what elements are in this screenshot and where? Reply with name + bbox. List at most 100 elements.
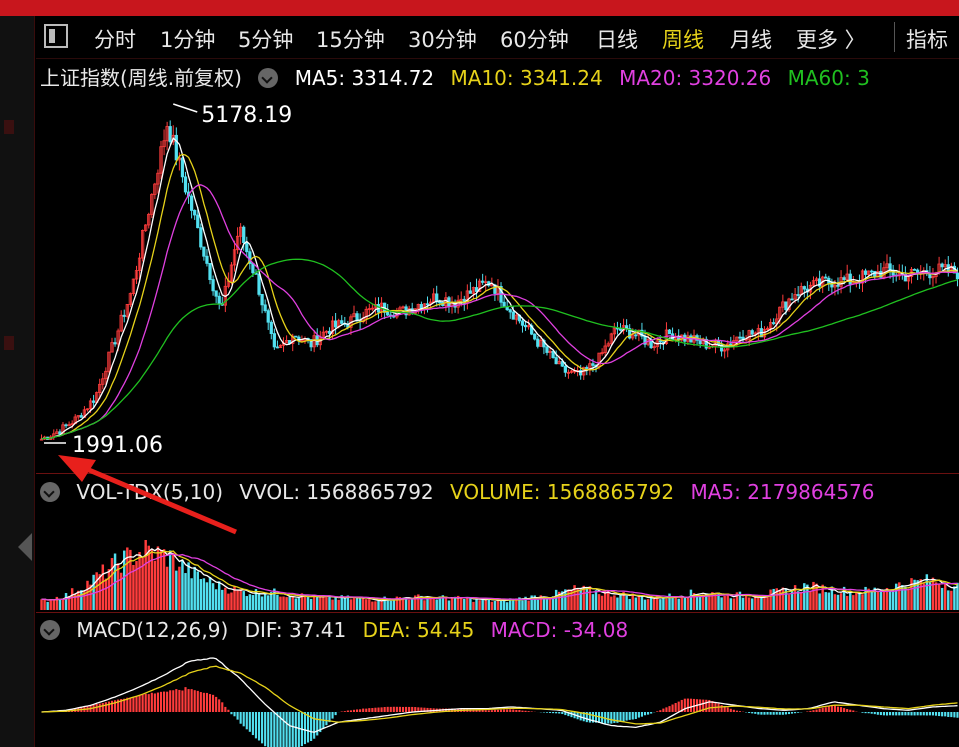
period-tab-day[interactable]: 日线 <box>596 28 638 52</box>
volume-bar <box>815 583 818 610</box>
volume-bar <box>116 563 120 610</box>
candle-body <box>536 338 540 347</box>
volume-bar <box>821 584 824 610</box>
candle-body <box>144 224 148 231</box>
volume-bar <box>631 593 634 610</box>
ma20-line <box>41 184 958 440</box>
volume-bar <box>521 600 524 610</box>
volume-bar <box>175 570 178 610</box>
candle-body <box>257 273 261 295</box>
volume-bar <box>524 596 527 610</box>
candle-body <box>266 310 270 323</box>
volume-bar <box>410 599 414 610</box>
volume-bar <box>876 591 880 610</box>
volume-bar <box>119 572 123 610</box>
volume-bar <box>288 596 291 610</box>
volume-title: VOL-TDX(5,10) <box>76 480 224 504</box>
candle-body <box>768 322 773 329</box>
volume-bar <box>527 600 530 610</box>
volume-bar <box>671 596 674 610</box>
period-tab-1min[interactable]: 1分钟 <box>160 28 216 52</box>
volume-bar <box>809 591 812 610</box>
volume-bar <box>659 599 662 610</box>
panel-toggle-icon[interactable] <box>44 24 68 48</box>
volume-bar <box>107 569 111 610</box>
volume-bar <box>469 597 472 610</box>
main-dropdown-icon[interactable] <box>258 68 279 88</box>
volume-bar <box>542 598 546 610</box>
volume-bar <box>236 589 239 610</box>
volume-bar <box>184 573 187 610</box>
volume-bar <box>343 598 347 610</box>
volume-bar <box>159 550 163 610</box>
volume-bar <box>640 596 644 610</box>
volume-bar <box>493 600 497 610</box>
candle-body <box>190 195 194 211</box>
candle-body <box>333 320 338 328</box>
volume-bar <box>656 594 659 610</box>
volume-bar <box>168 550 172 610</box>
candle-body <box>88 400 93 410</box>
volume-bar <box>796 591 800 610</box>
high-label: 5178.19 <box>201 103 292 128</box>
candle-body <box>628 328 632 339</box>
period-tab-fenshi[interactable]: 分时 <box>94 28 136 52</box>
volume-bar <box>257 594 261 610</box>
candle-body <box>772 322 776 325</box>
period-tab-week[interactable]: 周线 <box>662 28 704 52</box>
candle-body <box>309 339 313 348</box>
candle-body <box>162 140 166 148</box>
period-tab-30min[interactable]: 30分钟 <box>408 28 477 52</box>
candle-body <box>867 270 871 275</box>
volume-bar <box>705 593 708 610</box>
candle-body <box>147 213 151 226</box>
candle-body <box>863 270 868 275</box>
volume-bar <box>309 598 313 610</box>
volume-bar <box>818 593 821 610</box>
period-tab-month[interactable]: 月线 <box>730 28 772 52</box>
volume-bar <box>129 549 132 610</box>
volume-bar <box>162 549 166 610</box>
volume-bar <box>392 600 396 610</box>
candle-body <box>790 298 794 301</box>
volume-dropdown-icon[interactable] <box>40 482 60 502</box>
volume-bar <box>306 596 310 610</box>
volume-bar <box>885 587 889 610</box>
volume-bar <box>554 589 558 610</box>
volume-bar <box>190 578 193 610</box>
volume-bar <box>205 582 209 610</box>
volume-bar <box>515 598 518 610</box>
candle-body <box>165 126 169 142</box>
period-more-menu[interactable]: 更多 〉 <box>796 28 866 52</box>
volume-bar <box>472 601 475 610</box>
candle-body <box>202 246 206 257</box>
volume-bar <box>781 587 785 610</box>
candle-body <box>484 281 488 284</box>
candle-body <box>330 320 335 334</box>
volume-bar <box>224 587 227 610</box>
macd-dropdown-icon[interactable] <box>40 620 60 640</box>
volume-bar <box>683 597 687 610</box>
candle-body <box>539 340 543 347</box>
macd-panel-border <box>36 612 959 613</box>
period-tab-5min[interactable]: 5分钟 <box>238 28 294 52</box>
main-title: 上证指数(周线.前复权) <box>40 66 242 90</box>
candle-body <box>885 263 889 269</box>
volume-bar <box>747 597 751 610</box>
candle-body <box>514 314 518 320</box>
period-tab-15min[interactable]: 15分钟 <box>316 28 385 52</box>
candle-body <box>704 338 708 349</box>
candle-body <box>242 226 246 243</box>
candle-body <box>229 264 234 282</box>
volume-bar <box>852 595 855 610</box>
candle-body <box>747 330 751 340</box>
volume-bar <box>827 592 831 610</box>
candle-body <box>523 324 528 328</box>
period-tab-60min[interactable]: 60分钟 <box>500 28 569 52</box>
volume-bar <box>285 597 288 610</box>
collapse-left-arrow-icon[interactable] <box>18 533 32 561</box>
volume-bar <box>404 597 408 610</box>
candle-body <box>634 334 638 337</box>
indicator-button[interactable]: 指标 <box>906 28 948 52</box>
